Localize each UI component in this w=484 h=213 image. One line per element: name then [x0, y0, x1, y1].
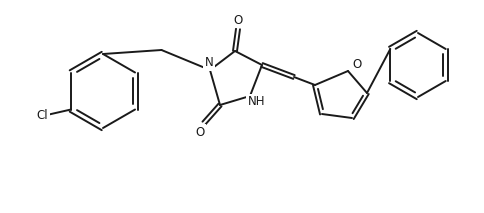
- Text: NH: NH: [248, 95, 265, 108]
- Text: O: O: [233, 13, 242, 26]
- Text: O: O: [352, 59, 361, 72]
- Text: N: N: [204, 56, 213, 69]
- Text: O: O: [195, 125, 204, 138]
- Text: Cl: Cl: [36, 109, 47, 122]
